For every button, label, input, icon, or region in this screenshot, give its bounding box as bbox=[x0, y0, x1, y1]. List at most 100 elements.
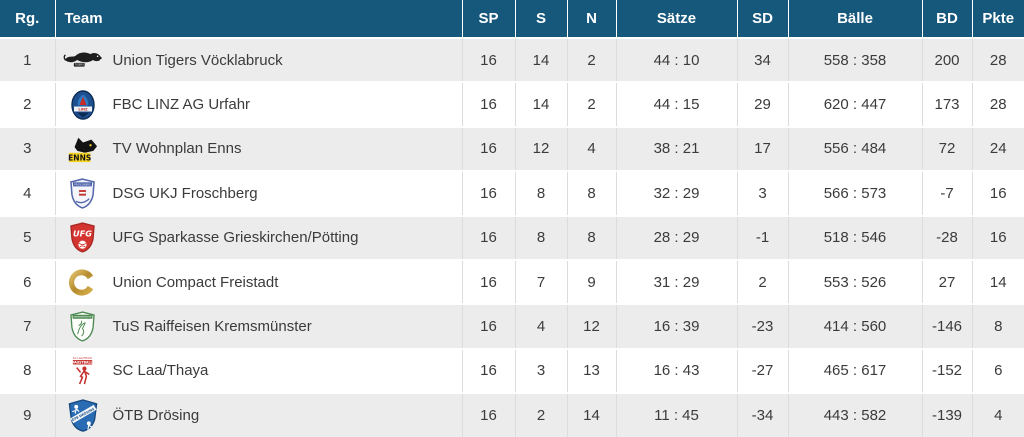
table-row[interactable]: 1 TIGERS Union Tigers Vöcklabruck 16 14 … bbox=[0, 36, 1024, 83]
points-cell: 16 bbox=[971, 214, 1024, 260]
points-cell: 6 bbox=[971, 347, 1024, 394]
team-cell[interactable]: ENNS TV Wohnplan Enns bbox=[54, 125, 462, 172]
points-cell: 24 bbox=[971, 125, 1024, 172]
rank-cell: 3 bbox=[0, 125, 55, 172]
table-row[interactable]: 9 ÖTB DRÖSING ÖTB Drösing 16 2 14 11 : 4… bbox=[0, 392, 1024, 437]
balls-cell: 518 : 546 bbox=[787, 214, 922, 260]
ball-diff-cell: 27 bbox=[921, 258, 972, 305]
table-row[interactable]: 2 LINZ FBC LINZ AG Urfahr 16 14 2 44 : 1… bbox=[0, 81, 1024, 127]
wins-cell: 8 bbox=[514, 170, 567, 216]
set-diff-cell: -23 bbox=[736, 303, 788, 349]
ball-diff-cell: 72 bbox=[921, 125, 972, 172]
ball-diff-cell: 173 bbox=[921, 81, 972, 127]
team-name: Union Compact Freistadt bbox=[112, 273, 279, 291]
games-cell: 16 bbox=[461, 392, 515, 437]
team-cell[interactable]: KREMSMÜNSTER TuS Raiffeisen Kremsmünster bbox=[54, 303, 462, 349]
ball-diff-cell: -28 bbox=[921, 214, 972, 260]
rank-cell: 9 bbox=[0, 392, 55, 437]
points-cell: 8 bbox=[971, 303, 1024, 349]
sets-cell: 32 : 29 bbox=[615, 170, 737, 216]
rank-cell: 7 bbox=[0, 303, 55, 349]
team-name: UFG Sparkasse Grieskirchen/Pötting bbox=[112, 229, 359, 247]
set-diff-cell: 3 bbox=[736, 170, 788, 216]
svg-text:TIGERS: TIGERS bbox=[74, 63, 84, 67]
losses-cell: 14 bbox=[566, 392, 616, 437]
ball-diff-cell: 200 bbox=[921, 36, 972, 83]
balls-cell: 553 : 526 bbox=[787, 258, 922, 305]
svg-text:FROSCHBERG: FROSCHBERG bbox=[74, 183, 91, 186]
team-name: TV Wohnplan Enns bbox=[112, 140, 242, 158]
header-balls: Bälle bbox=[787, 0, 922, 38]
tigers-voecklabruck-logo: TIGERS bbox=[61, 40, 105, 80]
team-cell[interactable]: UFG UFG Sparkasse Grieskirchen/Pötting bbox=[54, 214, 462, 260]
team-cell[interactable]: TIGERS Union Tigers Vöcklabruck bbox=[54, 36, 462, 83]
header-points: Pkte bbox=[971, 0, 1024, 38]
team-name: FBC LINZ AG Urfahr bbox=[112, 96, 251, 114]
rank-cell: 5 bbox=[0, 214, 55, 260]
set-diff-cell: -27 bbox=[736, 347, 788, 394]
sets-cell: 38 : 21 bbox=[615, 125, 737, 172]
rank-cell: 4 bbox=[0, 170, 55, 216]
table-row[interactable]: 5 UFG UFG Sparkasse Grieskirchen/Pötting… bbox=[0, 214, 1024, 260]
table-row[interactable]: 8 SC LAA/THAYA FAUSTBALL SC Laa/Thaya 16 … bbox=[0, 347, 1024, 394]
sets-cell: 44 : 15 bbox=[615, 81, 737, 127]
svg-text:UFG: UFG bbox=[73, 229, 92, 239]
svg-text:SC LAA/THAYA: SC LAA/THAYA bbox=[73, 356, 92, 360]
team-cell[interactable]: FROSCHBERG DSG UKJ Froschberg bbox=[54, 170, 462, 216]
set-diff-cell: 34 bbox=[736, 36, 788, 83]
team-name: SC Laa/Thaya bbox=[112, 362, 209, 380]
table-row[interactable]: 4 FROSCHBERG DSG UKJ Froschberg 16 8 8 3… bbox=[0, 170, 1024, 216]
games-cell: 16 bbox=[461, 347, 515, 394]
team-name: DSG UKJ Froschberg bbox=[112, 184, 258, 202]
header-team: Team bbox=[54, 0, 462, 38]
ball-diff-cell: -146 bbox=[921, 303, 972, 349]
rank-cell: 8 bbox=[0, 347, 55, 394]
rank-cell: 1 bbox=[0, 36, 55, 83]
games-cell: 16 bbox=[461, 258, 515, 305]
wins-cell: 12 bbox=[514, 125, 567, 172]
games-cell: 16 bbox=[461, 170, 515, 216]
wins-cell: 2 bbox=[514, 392, 567, 437]
svg-text:ENNS: ENNS bbox=[68, 154, 91, 163]
balls-cell: 556 : 484 bbox=[787, 125, 922, 172]
rank-cell: 6 bbox=[0, 258, 55, 305]
table-row[interactable]: 6 Union Compact Freistadt 16 7 9 31 : 29… bbox=[0, 258, 1024, 305]
ball-diff-cell: -139 bbox=[921, 392, 972, 437]
sets-cell: 44 : 10 bbox=[615, 36, 737, 83]
set-diff-cell: 2 bbox=[736, 258, 788, 305]
sets-cell: 11 : 45 bbox=[615, 392, 737, 437]
wins-cell: 14 bbox=[514, 81, 567, 127]
header-rank: Rg. bbox=[0, 0, 55, 38]
header-row: Rg. Team SP S N Sätze SD Bälle BD Pkte bbox=[0, 0, 1024, 38]
team-cell[interactable]: LINZ FBC LINZ AG Urfahr bbox=[54, 81, 462, 127]
losses-cell: 9 bbox=[566, 258, 616, 305]
balls-cell: 620 : 447 bbox=[787, 81, 922, 127]
svg-text:FAUSTBALL: FAUSTBALL bbox=[72, 361, 92, 365]
team-cell[interactable]: SC LAA/THAYA FAUSTBALL SC Laa/Thaya bbox=[54, 347, 462, 394]
team-cell[interactable]: Union Compact Freistadt bbox=[54, 258, 462, 305]
svg-text:KREMSMÜNSTER: KREMSMÜNSTER bbox=[74, 316, 92, 319]
table-row[interactable]: 7 KREMSMÜNSTER TuS Raiffeisen Kremsmünst… bbox=[0, 303, 1024, 349]
ball-diff-cell: -7 bbox=[921, 170, 972, 216]
losses-cell: 12 bbox=[566, 303, 616, 349]
sc-laa-thaya-logo: SC LAA/THAYA FAUSTBALL bbox=[61, 351, 105, 391]
ball-diff-cell: -152 bbox=[921, 347, 972, 394]
tv-enns-panther-logo: ENNS bbox=[61, 129, 105, 169]
team-cell[interactable]: ÖTB DRÖSING ÖTB Drösing bbox=[54, 392, 462, 437]
header-games: SP bbox=[461, 0, 515, 38]
team-name: TuS Raiffeisen Kremsmünster bbox=[112, 318, 312, 336]
set-diff-cell: -1 bbox=[736, 214, 788, 260]
sets-cell: 16 : 43 bbox=[615, 347, 737, 394]
table-row[interactable]: 3 ENNS TV Wohnplan Enns 16 12 4 38 : 21 … bbox=[0, 125, 1024, 172]
games-cell: 16 bbox=[461, 81, 515, 127]
losses-cell: 2 bbox=[566, 81, 616, 127]
sets-cell: 16 : 39 bbox=[615, 303, 737, 349]
header-losses: N bbox=[566, 0, 616, 38]
points-cell: 4 bbox=[971, 392, 1024, 437]
balls-cell: 443 : 582 bbox=[787, 392, 922, 437]
set-diff-cell: 17 bbox=[736, 125, 788, 172]
games-cell: 16 bbox=[461, 303, 515, 349]
balls-cell: 558 : 358 bbox=[787, 36, 922, 83]
